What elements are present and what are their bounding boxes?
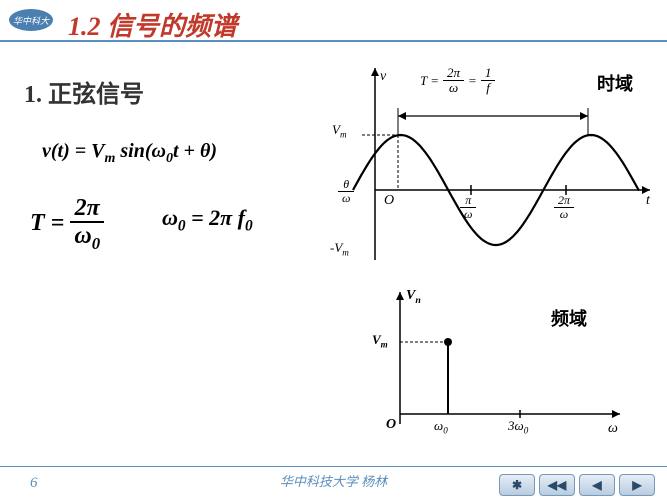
nav-buttons: ✱ ◀◀ ◀ ▶ xyxy=(499,474,655,496)
formula-sine: v(t) = Vm sin(ω0t + θ) xyxy=(42,140,217,167)
svg-text:t: t xyxy=(646,193,651,208)
nav-prev-button[interactable]: ◀ xyxy=(579,474,615,496)
svg-text:v: v xyxy=(380,69,387,84)
nav-first-button[interactable]: ◀◀ xyxy=(539,474,575,496)
period-num: 2π xyxy=(70,195,104,223)
nav-next-button[interactable]: ▶ xyxy=(619,474,655,496)
period-T: T xyxy=(30,210,45,236)
header: 华中科大 1.2 信号的频谱 xyxy=(0,6,667,42)
slide-title: 1.2 信号的频谱 xyxy=(68,6,237,43)
university-logo: 华中科大 xyxy=(6,6,56,34)
svg-text:ω: ω xyxy=(608,421,618,436)
formula-period: T = 2π ω0 xyxy=(30,195,104,254)
freq-domain-plot: Vn Vm O ω0 3ω0 ω xyxy=(370,284,630,444)
period-den: ω0 xyxy=(70,223,104,253)
formula-omega: ω0 = 2π f0 xyxy=(162,205,253,235)
section-heading: 1. 正弦信号 xyxy=(24,74,144,109)
time-domain-plot: v t O Vm -Vm θω πω 2πω T = 2πω = 1f xyxy=(320,60,660,260)
svg-text:华中科大: 华中科大 xyxy=(13,16,50,26)
svg-text:O: O xyxy=(386,417,396,432)
footer: 6 华中科技大学 杨林 ✱ ◀◀ ◀ ▶ xyxy=(0,466,667,500)
svg-text:O: O xyxy=(384,193,394,208)
nav-home-button[interactable]: ✱ xyxy=(499,474,535,496)
